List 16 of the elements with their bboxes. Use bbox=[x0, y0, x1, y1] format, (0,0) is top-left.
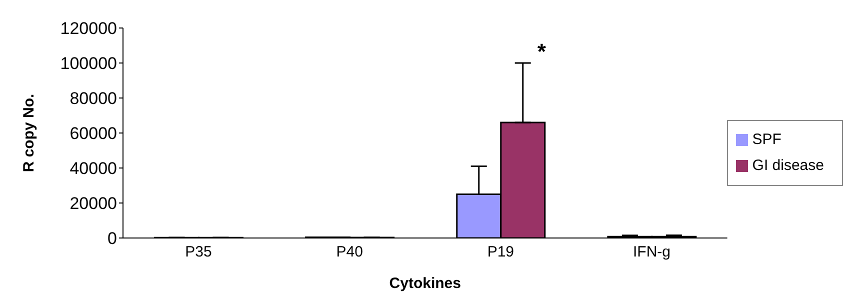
y-axis-title: R copy No. bbox=[20, 94, 38, 172]
annotation: * bbox=[537, 39, 546, 64]
y-tick-label: 60000 bbox=[70, 124, 117, 144]
legend-label: SPF bbox=[752, 131, 782, 148]
y-tick-label: 80000 bbox=[70, 89, 117, 108]
x-axis-title: Cytokines bbox=[389, 275, 461, 292]
y-tick-label: 40000 bbox=[70, 159, 117, 178]
legend-label: GI disease bbox=[752, 157, 824, 174]
x-tick-label: IFN-g bbox=[632, 244, 670, 261]
x-tick-label: P35 bbox=[185, 244, 212, 261]
y-tick-label: 0 bbox=[108, 229, 117, 248]
y-tick-label: 100000 bbox=[60, 54, 117, 74]
y-tick-label: 120000 bbox=[60, 19, 117, 38]
y-tick-label: 20000 bbox=[70, 194, 117, 214]
x-tick-label: P40 bbox=[336, 244, 363, 261]
x-tick-label: P19 bbox=[487, 244, 514, 261]
